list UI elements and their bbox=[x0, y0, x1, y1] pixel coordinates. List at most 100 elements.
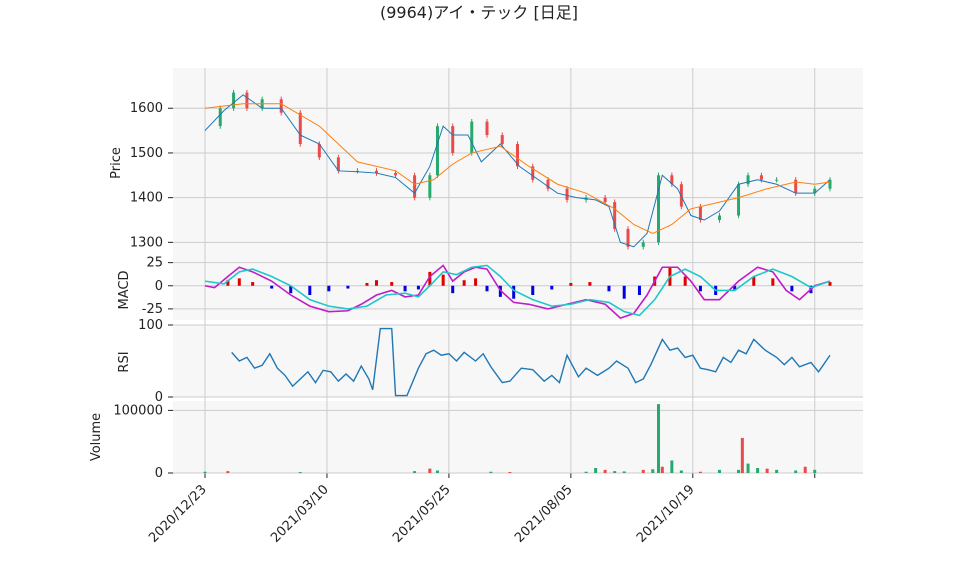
macd-histogram-bar bbox=[346, 285, 350, 289]
volume-bar bbox=[435, 470, 439, 473]
volume-bar bbox=[603, 469, 607, 473]
candle-body bbox=[232, 92, 236, 109]
volume-panel bbox=[173, 401, 863, 473]
volume-bar bbox=[670, 460, 674, 473]
candle-body bbox=[298, 112, 302, 144]
y-tick-label: 1300 bbox=[130, 235, 163, 250]
volume-bar bbox=[594, 467, 598, 473]
volume-bar bbox=[775, 469, 779, 473]
volume-axis-label: Volume bbox=[89, 413, 104, 461]
candle-body bbox=[641, 242, 645, 247]
y-tick-label: 100000 bbox=[113, 403, 163, 418]
y-tick-label: -25 bbox=[142, 302, 163, 317]
y-tick-label: 1400 bbox=[130, 191, 163, 206]
y-tick-label: 1600 bbox=[130, 101, 163, 116]
volume-bar bbox=[428, 468, 432, 473]
ma-short-line bbox=[204, 94, 831, 248]
volume-bar bbox=[717, 469, 721, 473]
chart-title: (9964)アイ・テック [日足] bbox=[380, 3, 578, 22]
volume-bar bbox=[203, 471, 207, 473]
candle-body bbox=[613, 202, 617, 229]
macd-histogram-bar bbox=[428, 271, 432, 286]
macd-histogram-bar bbox=[550, 285, 554, 290]
candle-body bbox=[746, 175, 750, 185]
candle-body bbox=[794, 179, 798, 194]
candle-body bbox=[218, 108, 222, 127]
macd-panel bbox=[173, 258, 863, 320]
macd-histogram-bar bbox=[374, 280, 378, 286]
candle-body bbox=[698, 206, 702, 220]
volume-bar bbox=[746, 463, 750, 473]
macd-histogram-bar bbox=[607, 285, 611, 292]
candle-body bbox=[428, 175, 432, 198]
macd-histogram-bar bbox=[451, 285, 455, 294]
macd-histogram-bar bbox=[403, 285, 407, 292]
macd-histogram-bar bbox=[365, 282, 369, 286]
candle-body bbox=[546, 179, 550, 189]
candle-body bbox=[737, 184, 741, 216]
candle-body bbox=[374, 170, 378, 174]
candle-body bbox=[531, 166, 535, 180]
volume-bar bbox=[765, 468, 769, 473]
volume-bar bbox=[660, 466, 664, 473]
volume-bar bbox=[584, 471, 588, 473]
candle-body bbox=[670, 175, 674, 185]
candle-body bbox=[451, 126, 455, 153]
candle-body bbox=[603, 197, 607, 203]
macd-axis-label: MACD bbox=[117, 271, 132, 310]
macd-histogram-bar bbox=[226, 280, 230, 286]
candle-body bbox=[775, 179, 779, 181]
candle-body bbox=[759, 175, 763, 180]
macd-histogram-bar bbox=[237, 278, 241, 286]
volume-bar bbox=[756, 467, 760, 473]
x-tick-label: 2020/12/23 bbox=[146, 482, 210, 546]
y-tick-label: 0 bbox=[155, 390, 163, 405]
y-tick-label: 100 bbox=[138, 318, 163, 333]
macd-histogram-bar bbox=[637, 285, 641, 296]
candle-body bbox=[413, 175, 417, 198]
volume-bar bbox=[794, 470, 798, 473]
x-tick-label: 2021/10/19 bbox=[634, 482, 698, 546]
candle-body bbox=[626, 228, 630, 247]
candle-body bbox=[813, 188, 817, 194]
macd-histogram-bar bbox=[569, 282, 573, 286]
gridlines bbox=[168, 68, 863, 478]
candle-body bbox=[657, 175, 661, 243]
candle-body bbox=[500, 135, 504, 144]
y-tick-label: 0 bbox=[155, 466, 163, 481]
volume-bar bbox=[737, 469, 741, 473]
candle-body bbox=[485, 121, 489, 136]
volume-bar bbox=[740, 437, 744, 473]
macd-histogram-bar bbox=[622, 285, 626, 299]
x-tick-label: 2021/08/05 bbox=[512, 482, 576, 546]
volume-bar bbox=[613, 471, 617, 473]
macd-histogram-bar bbox=[771, 278, 775, 286]
macd-histogram-bar bbox=[308, 285, 312, 296]
macd-histogram-bar bbox=[485, 285, 489, 292]
candle-body bbox=[516, 144, 519, 167]
macd-histogram-bar bbox=[327, 285, 331, 292]
macd-histogram-bar bbox=[512, 285, 516, 299]
candle-body bbox=[336, 157, 340, 171]
rsi-panel bbox=[173, 325, 863, 397]
ma-long-line bbox=[204, 103, 831, 234]
candle-body bbox=[717, 215, 721, 220]
volume-bar bbox=[508, 472, 512, 474]
candle-body bbox=[565, 188, 569, 200]
volume-bar bbox=[226, 471, 230, 473]
signal-line bbox=[204, 264, 831, 317]
macd-histogram-bar bbox=[531, 285, 535, 296]
x-tick-labels: 2020/12/23 2021/03/10 2021/05/25 2021/08/05… bbox=[146, 482, 697, 546]
macd-histogram-bar bbox=[828, 282, 832, 286]
x-tick-label: 2021/03/10 bbox=[268, 482, 332, 546]
indicator-lines bbox=[204, 94, 831, 397]
candle-body bbox=[317, 144, 321, 158]
macd-histogram-bar bbox=[441, 274, 445, 286]
candle-body bbox=[394, 173, 398, 176]
macd-histogram-bar bbox=[698, 285, 702, 292]
rsi-axis-label: RSI bbox=[117, 351, 132, 372]
volume-bar bbox=[298, 472, 302, 474]
macd-histogram-bar bbox=[752, 276, 756, 286]
